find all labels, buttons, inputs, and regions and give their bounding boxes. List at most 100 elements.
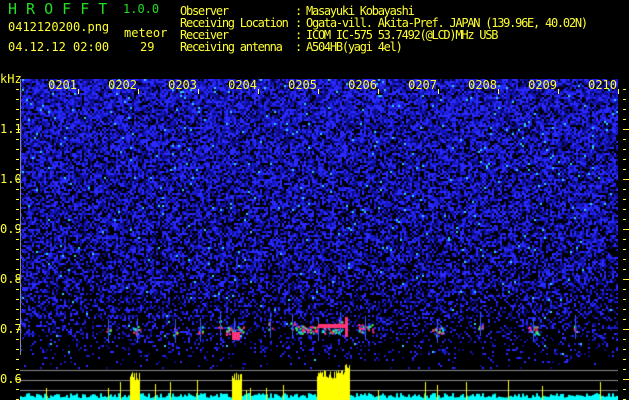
y-tick: [16, 229, 21, 230]
y-tick: [16, 319, 19, 320]
y-tick-right: [623, 169, 626, 170]
time-tick-label: 0209: [528, 78, 557, 92]
info-label: Observer: [180, 4, 229, 18]
y-tick-right: [623, 289, 626, 290]
time-tick: [618, 89, 619, 94]
time-tick: [258, 89, 259, 94]
info-label: Receiving antenna: [180, 40, 283, 54]
time-tick: [498, 89, 499, 94]
y-tick-right: [623, 299, 626, 300]
time-tick-label: 0202: [108, 78, 137, 92]
y-tick: [16, 159, 19, 160]
time-tick-label: 0203: [168, 78, 197, 92]
y-tick: [16, 309, 19, 310]
y-tick: [16, 359, 19, 360]
y-tick: [16, 169, 19, 170]
y-tick: [16, 189, 19, 190]
y-tick-right: [623, 309, 626, 310]
file-datetime: 04.12.12 02:00: [8, 40, 110, 54]
y-tick-right: [623, 209, 626, 210]
y-tick-right: [623, 389, 626, 390]
y-tick-right: [623, 249, 626, 250]
time-tick-label: 0210: [588, 78, 617, 92]
y-tick: [16, 139, 19, 140]
info-value: ICOM IC-575 53.7492(@LCD)MHz USB: [306, 28, 498, 42]
spectrogram: [20, 79, 618, 400]
y-tick-right: [623, 89, 626, 90]
y-tick-right: [623, 149, 626, 150]
y-tick-label: 1.0: [0, 172, 22, 186]
time-tick: [558, 89, 559, 94]
y-tick: [16, 259, 19, 260]
time-tick: [378, 89, 379, 94]
y-tick-right: [623, 239, 626, 240]
y-tick-right: [623, 99, 626, 100]
y-tick-label: 0.8: [0, 272, 22, 286]
y-tick-right: [623, 129, 629, 130]
y-tick-right: [623, 179, 629, 180]
time-tick: [78, 89, 79, 94]
y-axis-line: [20, 79, 21, 355]
y-tick-right: [623, 219, 626, 220]
y-tick: [16, 339, 19, 340]
file-name: 0412120200.png: [8, 20, 110, 34]
time-tick-label: 0207: [408, 78, 437, 92]
y-tick: [16, 239, 19, 240]
y-tick: [16, 299, 19, 300]
y-tick: [16, 199, 19, 200]
y-tick: [16, 219, 19, 220]
y-tick-right: [623, 369, 626, 370]
info-colon: :: [295, 28, 302, 42]
y-tick: [16, 179, 21, 180]
info-value: A504HB(yagi 4el): [306, 40, 403, 54]
y-tick-label: 0.9: [0, 222, 22, 236]
y-tick: [16, 109, 19, 110]
y-tick: [16, 379, 21, 380]
y-tick-right: [623, 189, 626, 190]
y-tick-right: [623, 109, 626, 110]
y-tick-right: [623, 269, 626, 270]
y-tick: [16, 349, 19, 350]
y-tick: [16, 279, 21, 280]
y-tick-right: [623, 199, 626, 200]
time-tick-label: 0204: [228, 78, 257, 92]
y-tick-right: [623, 319, 626, 320]
y-tick-label: 0.6: [0, 372, 22, 386]
y-tick: [16, 129, 21, 130]
y-tick: [16, 209, 19, 210]
y-tick: [16, 119, 19, 120]
y-tick: [16, 249, 19, 250]
y-tick-right: [623, 349, 626, 350]
app-version: 1.0.0: [123, 2, 160, 16]
time-tick-label: 0208: [468, 78, 497, 92]
y-tick: [16, 389, 19, 390]
y-tick-right: [623, 119, 626, 120]
info-colon: :: [295, 40, 302, 54]
y-tick-right: [623, 279, 629, 280]
y-tick: [16, 269, 19, 270]
time-tick-label: 0201: [48, 78, 77, 92]
unit-label: kHz: [0, 72, 22, 86]
y-tick-label: 1.1: [0, 122, 22, 136]
y-tick: [16, 99, 19, 100]
y-tick-label: 0.7: [0, 322, 22, 336]
y-tick-right: [623, 339, 626, 340]
info-value: Ogata-vill. Akita-Pref. JAPAN (139.96E, …: [306, 16, 588, 30]
info-label: Receiver: [180, 28, 229, 42]
meteor-label: meteor: [124, 26, 168, 40]
y-tick-right: [623, 359, 626, 360]
info-label: Receiving Location: [180, 16, 289, 30]
time-tick: [198, 89, 199, 94]
y-tick-right: [623, 379, 629, 380]
y-tick: [16, 149, 19, 150]
y-tick-right: [623, 229, 629, 230]
y-tick: [16, 369, 19, 370]
info-value: Masayuki Kobayashi: [306, 4, 415, 18]
time-tick: [318, 89, 319, 94]
y-tick-right: [623, 159, 626, 160]
y-tick: [16, 89, 19, 90]
y-tick-right: [623, 139, 626, 140]
meteor-count: 29: [140, 40, 155, 54]
time-tick-label: 0206: [348, 78, 377, 92]
y-tick: [16, 289, 19, 290]
